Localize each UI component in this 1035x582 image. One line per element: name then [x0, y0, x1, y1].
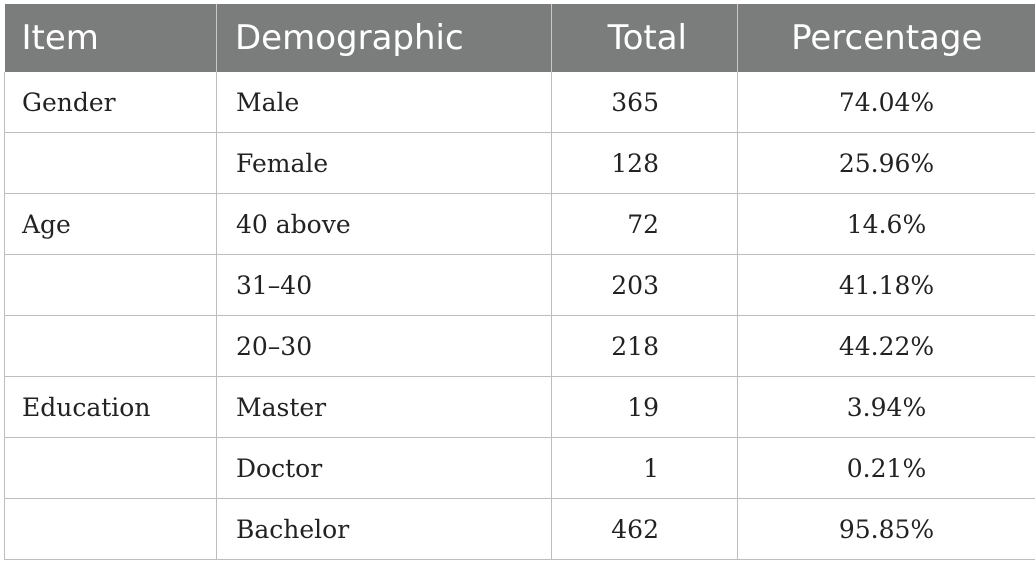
- cell-percentage: 3.94%: [737, 376, 1035, 438]
- cell-demographic: Female: [216, 132, 552, 194]
- cell-total: 462: [551, 498, 738, 560]
- cell-percentage: 44.22%: [737, 315, 1035, 377]
- cell-total: 203: [551, 254, 738, 316]
- table-row: 20–30 218 44.22%: [4, 315, 1035, 377]
- demographics-table: Item Demographic Total Percentage Gender…: [4, 4, 1035, 560]
- cell-demographic: Male: [216, 72, 552, 133]
- header-total: Total: [551, 4, 738, 72]
- table-row: Education Master 19 3.94%: [4, 376, 1035, 438]
- demographics-table-container: Item Demographic Total Percentage Gender…: [4, 4, 1035, 560]
- cell-demographic: Doctor: [216, 437, 552, 499]
- cell-demographic: Bachelor: [216, 498, 552, 560]
- cell-demographic: Master: [216, 376, 552, 438]
- cell-item: [4, 437, 217, 499]
- table-row: Bachelor 462 95.85%: [4, 498, 1035, 560]
- cell-total: 1: [551, 437, 738, 499]
- cell-total: 365: [551, 72, 738, 133]
- cell-demographic: 20–30: [216, 315, 552, 377]
- cell-percentage: 0.21%: [737, 437, 1035, 499]
- cell-item: [4, 132, 217, 194]
- table-header: Item Demographic Total Percentage: [4, 4, 1035, 72]
- cell-item: [4, 498, 217, 560]
- cell-percentage: 25.96%: [737, 132, 1035, 194]
- table-row: Female 128 25.96%: [4, 132, 1035, 194]
- cell-percentage: 74.04%: [737, 72, 1035, 133]
- cell-demographic: 40 above: [216, 193, 552, 255]
- table-row: Doctor 1 0.21%: [4, 437, 1035, 499]
- cell-item: Education: [4, 376, 217, 438]
- table-row: 31–40 203 41.18%: [4, 254, 1035, 316]
- cell-item: Gender: [4, 72, 217, 133]
- cell-total: 128: [551, 132, 738, 194]
- cell-demographic: 31–40: [216, 254, 552, 316]
- table-body: Gender Male 365 74.04% Female 128 25.96%…: [4, 72, 1035, 560]
- header-row: Item Demographic Total Percentage: [4, 4, 1035, 72]
- cell-item: [4, 254, 217, 316]
- table-row: Gender Male 365 74.04%: [4, 72, 1035, 133]
- cell-percentage: 14.6%: [737, 193, 1035, 255]
- header-item: Item: [4, 4, 217, 72]
- cell-percentage: 41.18%: [737, 254, 1035, 316]
- header-demographic: Demographic: [216, 4, 552, 72]
- cell-percentage: 95.85%: [737, 498, 1035, 560]
- cell-item: [4, 315, 217, 377]
- cell-item: Age: [4, 193, 217, 255]
- cell-total: 72: [551, 193, 738, 255]
- cell-total: 218: [551, 315, 738, 377]
- header-percentage: Percentage: [737, 4, 1035, 72]
- table-row: Age 40 above 72 14.6%: [4, 193, 1035, 255]
- cell-total: 19: [551, 376, 738, 438]
